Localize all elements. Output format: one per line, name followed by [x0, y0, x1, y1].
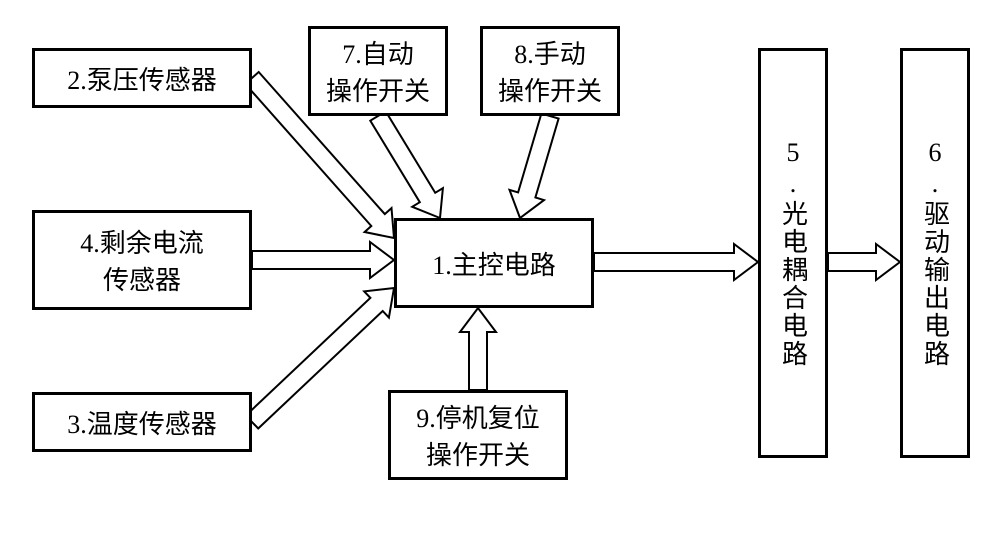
node-label-n5: 5.光电耦合电路 [775, 138, 812, 368]
arrow-n8-to-n1 [510, 114, 559, 219]
node-label-n6: 6.驱动输出电路 [917, 138, 954, 368]
node-n6: 6.驱动输出电路 [900, 48, 970, 458]
node-n1: 1.主控电路 [394, 218, 594, 308]
arrow-n1-to-n5 [594, 244, 758, 280]
arrow-n5-to-n6 [828, 244, 900, 280]
node-label-n7: 7.自动操作开关 [326, 34, 430, 108]
node-label-n9: 9.停机复位操作开关 [416, 398, 540, 472]
node-n3: 3.温度传感器 [32, 392, 252, 452]
node-n4: 4.剩余电流传感器 [32, 210, 252, 310]
arrow-n7-to-n1 [370, 111, 443, 218]
node-label-n1: 1.主控电路 [432, 245, 556, 282]
node-label-n8: 8.手动操作开关 [498, 34, 602, 108]
node-label-n3: 3.温度传感器 [67, 404, 217, 441]
node-label-n4: 4.剩余电流传感器 [80, 223, 204, 297]
arrow-n9-to-n1 [460, 308, 496, 390]
node-n2: 2.泵压传感器 [32, 48, 252, 108]
node-label-n2: 2.泵压传感器 [67, 60, 217, 97]
node-n8: 8.手动操作开关 [480, 26, 620, 116]
node-n9: 9.停机复位操作开关 [388, 390, 568, 480]
arrow-n3-to-n1 [246, 288, 394, 429]
node-n5: 5.光电耦合电路 [758, 48, 828, 458]
node-n7: 7.自动操作开关 [308, 26, 448, 116]
arrow-n4-to-n1 [252, 242, 394, 278]
